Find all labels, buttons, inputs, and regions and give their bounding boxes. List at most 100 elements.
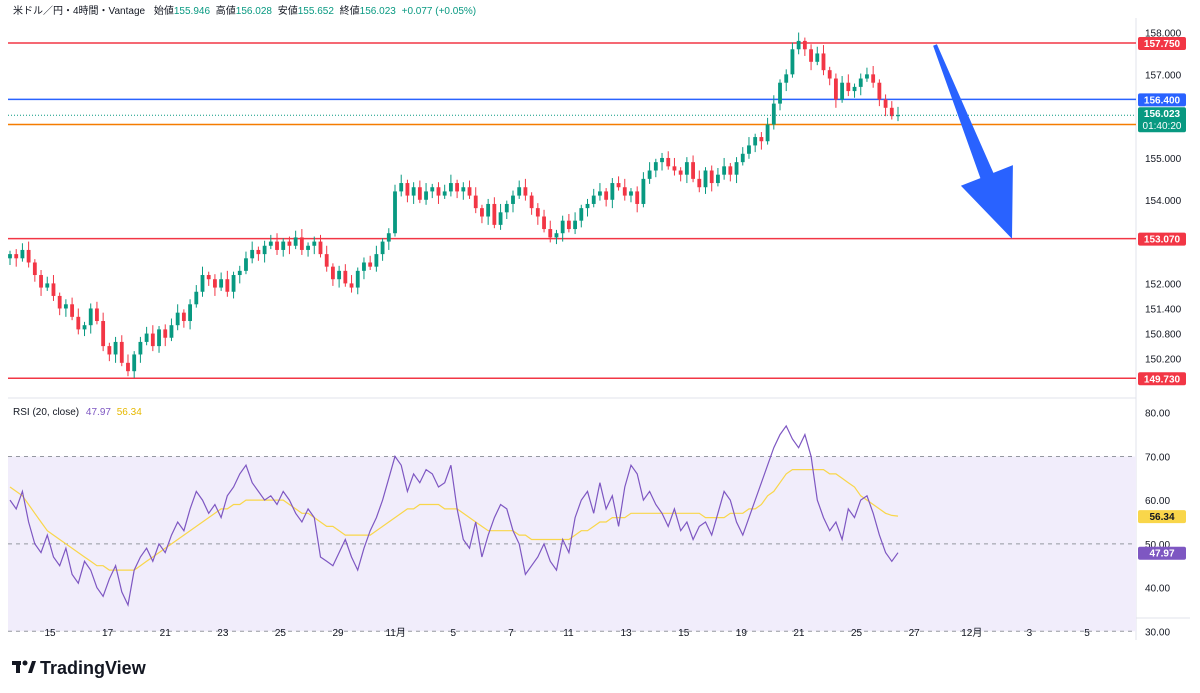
candle-body: [343, 270, 348, 284]
candle-body: [150, 333, 155, 347]
price-tick-label: 155.000: [1145, 154, 1182, 165]
price-badge-text: 56.34: [1149, 512, 1174, 523]
high-label: 高値: [216, 4, 236, 17]
candle-body: [163, 329, 168, 338]
candle-body: [138, 341, 143, 355]
candle-body: [14, 254, 19, 259]
candle-body: [504, 203, 509, 213]
price-badge: 47.97: [1138, 546, 1186, 560]
candle-body: [815, 53, 820, 62]
open-label: 始値: [154, 4, 174, 17]
rsi-series: [9, 424, 899, 607]
close-value: 156.023: [360, 6, 397, 17]
candle-body: [566, 220, 571, 230]
price-axis[interactable]: 158.000 157.000 155.000 154.000 152.000 151.4…: [1145, 29, 1182, 366]
candle-body: [635, 191, 640, 204]
candle-body: [771, 103, 776, 125]
price-tick-label: 157.000: [1145, 70, 1182, 81]
time-tick-label: 11: [563, 628, 574, 639]
candle-body: [88, 308, 93, 326]
rsi-tick-label: 80.00: [1145, 409, 1170, 420]
time-axis[interactable]: 15 17 21 23 25 29 11月 5 7 11 13 15 19 21 25 27 12月 3 5: [44, 627, 1090, 639]
candle-body: [318, 241, 323, 255]
price-badge-text: 153.070: [1144, 235, 1181, 246]
candle-body: [119, 341, 124, 363]
candle-body: [666, 157, 671, 167]
candle-body: [349, 283, 354, 288]
candle-body: [26, 249, 31, 263]
candle-body: [144, 333, 149, 342]
candle-body: [132, 354, 137, 372]
candle-body: [157, 329, 161, 347]
candle-body: [523, 187, 528, 196]
candle-body: [63, 304, 68, 309]
candle-body: [20, 249, 25, 259]
candle-body: [734, 162, 739, 175]
candle-body: [796, 40, 801, 50]
candle-body: [716, 174, 720, 184]
candle-body: [169, 325, 174, 338]
candle-body: [312, 241, 317, 246]
chart-header: 米ドル／円・4時間・Vantage 始値155.946 高値156.028 安値…: [13, 4, 476, 17]
candle-body: [430, 187, 435, 192]
rsi-band: [8, 456, 1136, 632]
candle-body: [684, 162, 689, 175]
candle-body: [275, 241, 279, 250]
candle-body: [200, 275, 205, 292]
candle-body: [877, 82, 882, 100]
horizontal-levels[interactable]: [8, 42, 1136, 380]
candle-body: [747, 145, 751, 154]
price-badge-text: 157.750: [1144, 39, 1181, 50]
candle-body: [473, 195, 478, 209]
candle-body: [858, 78, 863, 87]
candle-body: [306, 245, 310, 250]
candle-body: [542, 216, 546, 230]
candle-body: [765, 124, 770, 142]
candle-body: [337, 270, 342, 280]
time-tick-label: 23: [217, 628, 229, 639]
open-value: 155.946: [174, 6, 211, 17]
candle-body: [175, 312, 180, 326]
time-tick-label: 11月: [385, 627, 405, 639]
rsi-tick-label: 30.00: [1145, 627, 1170, 638]
candle-body: [411, 187, 416, 196]
price-tick-label: 151.400: [1145, 304, 1182, 315]
candle-body: [213, 279, 217, 288]
candle-body: [703, 170, 708, 188]
candle-body: [722, 166, 727, 175]
projection-arrow[interactable]: [933, 44, 1013, 239]
candle-body: [436, 187, 441, 196]
candle-body: [51, 283, 56, 296]
candle-body: [256, 249, 261, 255]
rsi-ma-line: [9, 469, 899, 571]
rsi-tick-label: 70.00: [1145, 452, 1170, 463]
candle-body: [206, 275, 211, 280]
time-tick-label: 25: [851, 628, 863, 639]
time-tick-label: 5: [1084, 628, 1090, 639]
candle-body: [846, 82, 851, 92]
price-badge: 56.34: [1138, 510, 1186, 524]
rsi-axis: 80.00 70.00 60.00 50.00 40.00 30.00: [1145, 409, 1170, 639]
tradingview-logo-text: TradingView: [40, 658, 147, 678]
candle-body: [728, 166, 733, 175]
rsi-line: [9, 424, 899, 607]
candle-body: [647, 170, 652, 179]
candle-body: [287, 241, 292, 246]
candle-body: [467, 187, 472, 196]
candle-body: [498, 212, 503, 225]
price-badge: 156.400: [1138, 93, 1186, 107]
candle-body: [573, 220, 578, 230]
candle-body: [268, 241, 273, 246]
price-badge-text: 156.023: [1144, 109, 1181, 120]
candle-body: [448, 183, 453, 192]
candle-body: [219, 279, 224, 288]
candle-body: [181, 312, 186, 322]
candle-body: [629, 191, 633, 196]
candle-body: [330, 266, 335, 280]
candle-body: [393, 191, 397, 234]
candle-body: [405, 183, 410, 196]
tradingview-logo[interactable]: TradingView: [12, 658, 147, 678]
price-badge: 153.070: [1138, 232, 1186, 246]
candle-body: [442, 191, 447, 196]
